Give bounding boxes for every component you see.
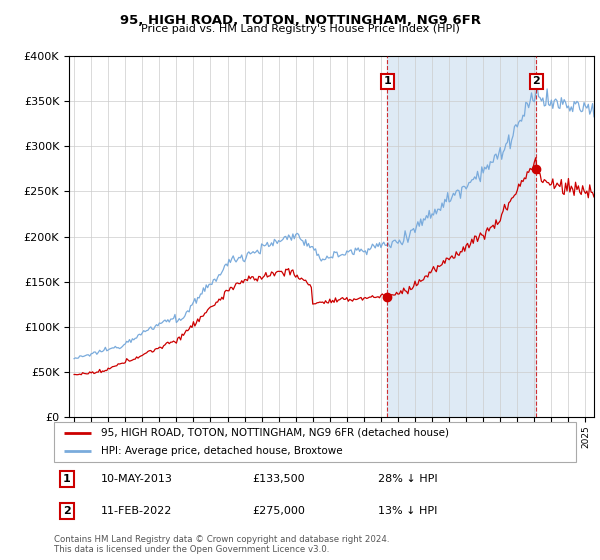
Text: 1: 1 (383, 76, 391, 86)
Text: £275,000: £275,000 (253, 506, 305, 516)
Text: 95, HIGH ROAD, TOTON, NOTTINGHAM, NG9 6FR: 95, HIGH ROAD, TOTON, NOTTINGHAM, NG9 6F… (119, 14, 481, 27)
Text: HPI: Average price, detached house, Broxtowe: HPI: Average price, detached house, Brox… (101, 446, 343, 456)
Text: 2: 2 (63, 506, 71, 516)
FancyBboxPatch shape (54, 422, 576, 462)
Text: 13% ↓ HPI: 13% ↓ HPI (377, 506, 437, 516)
Text: 10-MAY-2013: 10-MAY-2013 (101, 474, 173, 484)
Text: 2: 2 (533, 76, 540, 86)
Text: Price paid vs. HM Land Registry's House Price Index (HPI): Price paid vs. HM Land Registry's House … (140, 24, 460, 34)
Text: £133,500: £133,500 (253, 474, 305, 484)
Text: 28% ↓ HPI: 28% ↓ HPI (377, 474, 437, 484)
Text: 1: 1 (63, 474, 71, 484)
Text: 95, HIGH ROAD, TOTON, NOTTINGHAM, NG9 6FR (detached house): 95, HIGH ROAD, TOTON, NOTTINGHAM, NG9 6F… (101, 428, 449, 437)
Bar (387, 56, 536, 417)
Text: 11-FEB-2022: 11-FEB-2022 (101, 506, 172, 516)
Text: Contains HM Land Registry data © Crown copyright and database right 2024.
This d: Contains HM Land Registry data © Crown c… (54, 535, 389, 554)
